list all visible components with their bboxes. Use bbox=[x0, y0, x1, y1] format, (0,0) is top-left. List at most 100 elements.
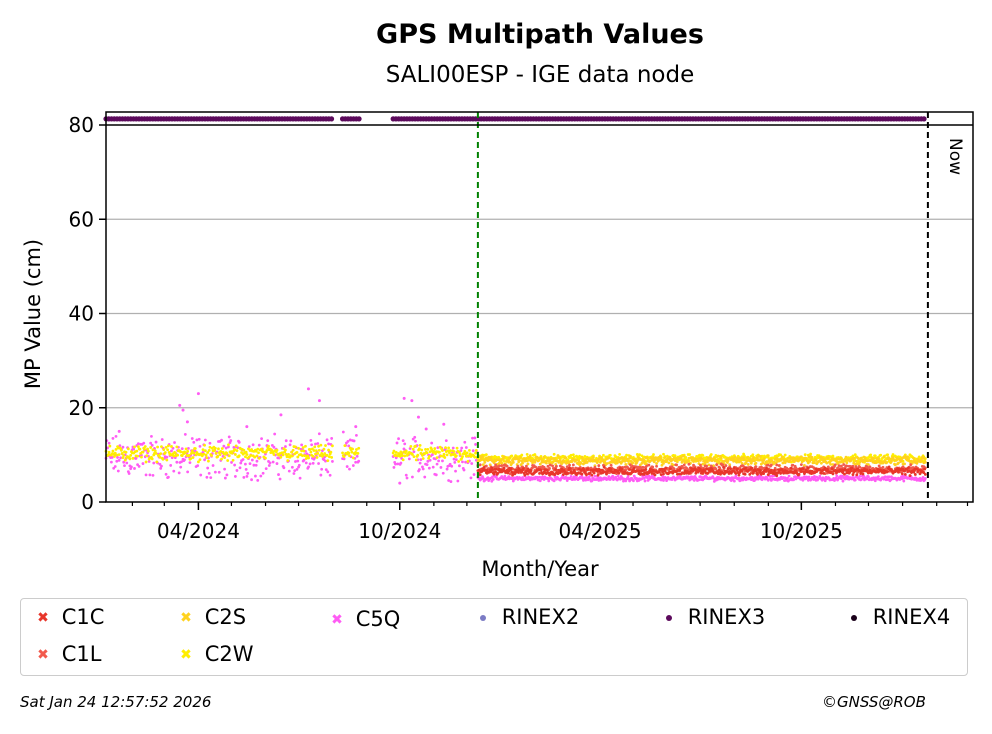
point-c2s bbox=[783, 461, 787, 465]
point-c2s bbox=[642, 458, 646, 462]
point-c1c bbox=[521, 467, 525, 470]
point-c5q bbox=[273, 432, 277, 436]
point-c2w bbox=[237, 454, 241, 458]
point-c5q bbox=[198, 444, 202, 448]
point-c5q bbox=[471, 449, 475, 453]
point-c5q bbox=[137, 464, 141, 468]
point-c1c bbox=[743, 472, 747, 476]
point-c2w bbox=[227, 443, 230, 447]
point-c1c bbox=[729, 467, 732, 471]
point-c2w bbox=[204, 453, 208, 457]
point-c1c bbox=[566, 471, 570, 475]
point-c1l bbox=[881, 465, 885, 469]
point-c5q bbox=[419, 458, 423, 462]
point-c1c bbox=[699, 467, 702, 471]
point-c2w bbox=[108, 444, 112, 448]
point-c2w bbox=[214, 451, 218, 455]
point-c5q bbox=[427, 466, 431, 470]
point-c5q bbox=[196, 464, 200, 468]
legend-item-c5q: ✖ C5Q bbox=[325, 607, 400, 632]
point-c5q bbox=[190, 437, 194, 440]
point-c2w bbox=[412, 455, 416, 459]
point-c2w bbox=[279, 455, 283, 459]
point-c1c bbox=[677, 472, 681, 476]
point-c1l bbox=[868, 465, 872, 469]
point-c5q bbox=[411, 475, 414, 479]
point-c2s bbox=[502, 455, 506, 459]
point-c5q bbox=[254, 463, 258, 467]
point-c5q bbox=[223, 476, 227, 480]
point-c2w bbox=[155, 460, 159, 464]
point-c1c bbox=[650, 472, 654, 475]
point-c5q bbox=[287, 469, 291, 473]
point-c2s bbox=[857, 462, 861, 466]
point-c5q bbox=[431, 465, 435, 469]
point-c2w bbox=[128, 457, 132, 461]
point-c5q bbox=[421, 465, 424, 469]
point-c5q bbox=[122, 460, 126, 464]
y-tick-label: 40 bbox=[69, 302, 94, 326]
point-c5q bbox=[304, 461, 308, 465]
point-c2w bbox=[145, 454, 149, 458]
point-c2w bbox=[473, 455, 477, 459]
point-c5q bbox=[470, 462, 474, 465]
point-c5q bbox=[177, 471, 181, 475]
point-c2w bbox=[319, 443, 323, 447]
point-c5q bbox=[284, 445, 287, 448]
y-tick-label: 20 bbox=[69, 396, 94, 420]
point-c2w bbox=[673, 454, 677, 458]
point-c1c bbox=[744, 466, 748, 470]
point-c5q bbox=[330, 437, 334, 440]
point-c5q bbox=[397, 437, 400, 441]
point-c2w bbox=[135, 449, 139, 453]
point-c5q bbox=[319, 473, 323, 477]
point-c2w bbox=[433, 447, 437, 450]
point-c2w bbox=[401, 458, 405, 462]
point-c5q bbox=[255, 459, 259, 463]
point-c2w bbox=[317, 444, 320, 448]
point-c1c bbox=[850, 469, 853, 473]
legend-item-c2s: ✖ C2S bbox=[174, 605, 246, 630]
point-c2w bbox=[435, 456, 439, 460]
point-c1c bbox=[523, 473, 527, 477]
point-c2s bbox=[820, 456, 824, 460]
point-c5q bbox=[818, 474, 822, 478]
point-c5q bbox=[552, 479, 556, 483]
point-c2w bbox=[300, 454, 304, 458]
point-c2s bbox=[843, 459, 847, 463]
point-c5q bbox=[408, 447, 412, 450]
point-c1c bbox=[775, 474, 779, 478]
point-c5q bbox=[580, 474, 584, 478]
point-c2w bbox=[156, 445, 160, 449]
point-c2w bbox=[347, 451, 351, 455]
point-c2s bbox=[575, 458, 578, 462]
point-c2w bbox=[618, 452, 621, 456]
point-c2w bbox=[173, 451, 177, 455]
point-c2s bbox=[779, 458, 783, 462]
point-c5q bbox=[222, 444, 226, 448]
point-c1l bbox=[484, 464, 488, 468]
point-c2w bbox=[170, 445, 173, 448]
point-c5q bbox=[535, 475, 539, 479]
point-c5q bbox=[770, 474, 774, 478]
point-c2w bbox=[122, 454, 126, 457]
point-c2w bbox=[192, 451, 196, 455]
point-c5q bbox=[225, 473, 229, 477]
point-c2s bbox=[669, 457, 672, 461]
point-c2s bbox=[659, 455, 662, 459]
point-c2s bbox=[579, 461, 583, 465]
point-c2w bbox=[311, 454, 315, 458]
point-c2w bbox=[448, 449, 452, 453]
point-c1c bbox=[644, 468, 648, 471]
point-c2w bbox=[466, 459, 470, 463]
point-c5q bbox=[251, 443, 255, 447]
point-c2w bbox=[213, 446, 217, 450]
point-c5q bbox=[233, 463, 237, 467]
point-c1c bbox=[590, 473, 594, 477]
point-c5q bbox=[807, 475, 811, 479]
point-c1c bbox=[554, 468, 558, 471]
y-tick-label: 80 bbox=[69, 113, 94, 137]
point-c2s bbox=[605, 462, 609, 465]
point-c5q bbox=[565, 479, 569, 482]
point-c5q bbox=[398, 481, 402, 485]
